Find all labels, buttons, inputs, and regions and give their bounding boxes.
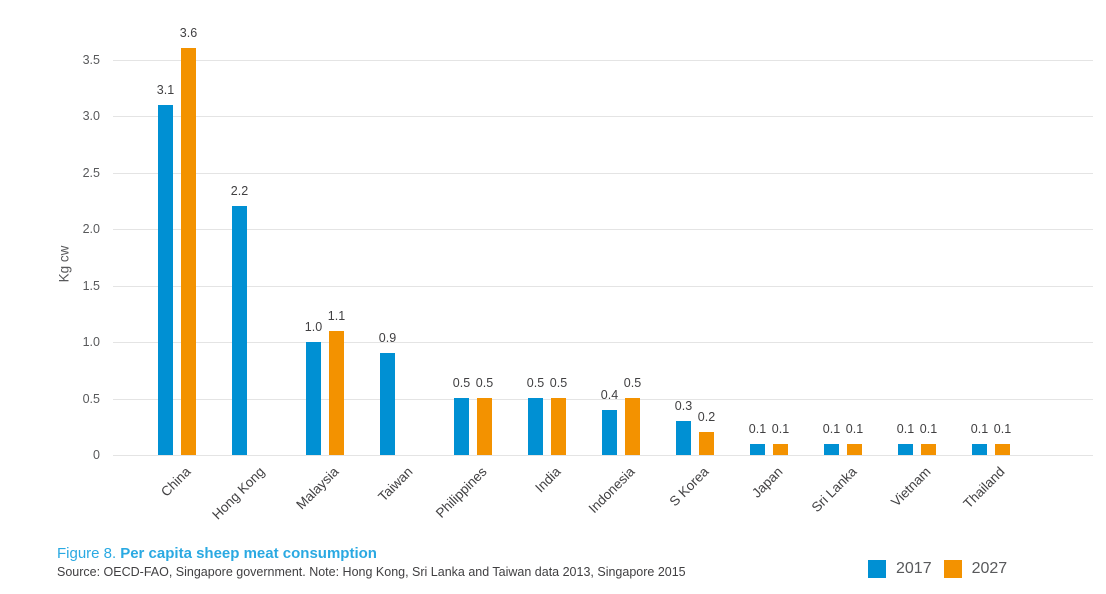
bar-value-label: 1.0 [304,320,323,334]
gridline [113,172,1093,174]
bar-value-label: 0.3 [674,399,693,413]
bar-2027-thailand [995,444,1010,455]
bar-value-label: 0.9 [378,331,397,345]
gridline [113,285,1093,287]
bar-2017-japan [750,444,765,455]
bar-value-label: 0.1 [748,422,767,436]
y-axis-tick-label: 2.5 [82,165,100,180]
y-axis-tick-label: 1.5 [82,278,100,293]
figure-title: Per capita sheep meat consumption [120,545,377,562]
figure-caption: Figure 8. Per capita sheep meat consumpti… [57,545,377,562]
gridline [113,59,1093,61]
bar-2027-china [181,48,196,455]
bar-2027-vietnam [921,444,936,455]
bar-2027-indonesia [625,398,640,455]
bar-2017-malaysia [306,342,321,455]
bar-value-label: 0.5 [526,376,545,390]
y-axis-tick-label: 2.0 [82,222,100,236]
bar-2017-philippines [454,398,469,455]
x-axis-label-thailand: Thailand [960,464,1008,512]
bar-value-label: 0.2 [697,410,716,424]
bar-2027-sri-lanka [847,444,862,455]
legend-item-2027: 2027 [943,560,1008,578]
legend-label-2017: 2017 [896,560,932,577]
bar-2017-indonesia [602,410,617,455]
bar-2027-s-korea [699,432,714,455]
gridline [113,398,1093,400]
bar-value-label: 0.5 [452,376,471,390]
gridline [113,116,1093,117]
y-axis-tick-label: 1.0 [82,335,100,349]
bar-value-label: 0.1 [845,422,864,436]
bar-2027-malaysia [329,331,344,455]
legend-label-2027: 2027 [971,560,1008,577]
bar-value-label: 0.1 [771,422,790,436]
bar-2017-s-korea [676,421,691,455]
legend-item-2017: 2017 [868,560,932,578]
bar-value-label: 0.5 [475,376,494,390]
figure-number-label: Figure 8. [57,545,117,562]
bar-value-label: 3.6 [179,26,198,40]
bar-2017-sri-lanka [824,444,839,455]
legend-swatch-2027 [943,560,962,578]
legend-swatch-2017 [868,560,886,578]
bar-2017-india [528,398,543,455]
bar-2027-philippines [477,398,492,455]
gridline [113,229,1093,230]
y-axis-tick-label: 3.0 [82,109,100,123]
bar-2027-india [551,398,566,455]
bar-2017-vietnam [898,444,913,455]
bar-value-label: 2.2 [230,184,249,198]
bar-value-label: 0.1 [919,422,938,436]
y-axis-tick-label: 0 [93,448,100,462]
bar-value-label: 3.1 [156,83,175,97]
bar-value-label: 0.5 [623,376,642,390]
bar-value-label: 0.1 [993,422,1012,436]
bar-value-label: 0.1 [822,422,841,436]
gridline [113,455,1093,456]
bar-value-label: 0.5 [549,376,568,390]
bar-value-label: 0.4 [600,388,619,402]
source-note: Source: OECD-FAO, Singapore government. … [57,565,686,579]
y-axis-tick-label: 0.5 [82,391,100,406]
bar-2027-japan [773,444,788,455]
bar-2017-taiwan [380,353,395,455]
bar-value-label: 0.1 [896,422,915,436]
gridline [113,342,1093,343]
bar-2017-thailand [972,444,987,455]
chart-legend: 2017 2027 [868,560,1007,578]
bar-value-label: 1.1 [327,309,346,323]
bar-2017-hong-kong [232,206,247,455]
y-axis-tick-label: 3.5 [82,52,100,67]
bar-value-label: 0.1 [970,422,989,436]
bar-2017-china [158,105,173,455]
